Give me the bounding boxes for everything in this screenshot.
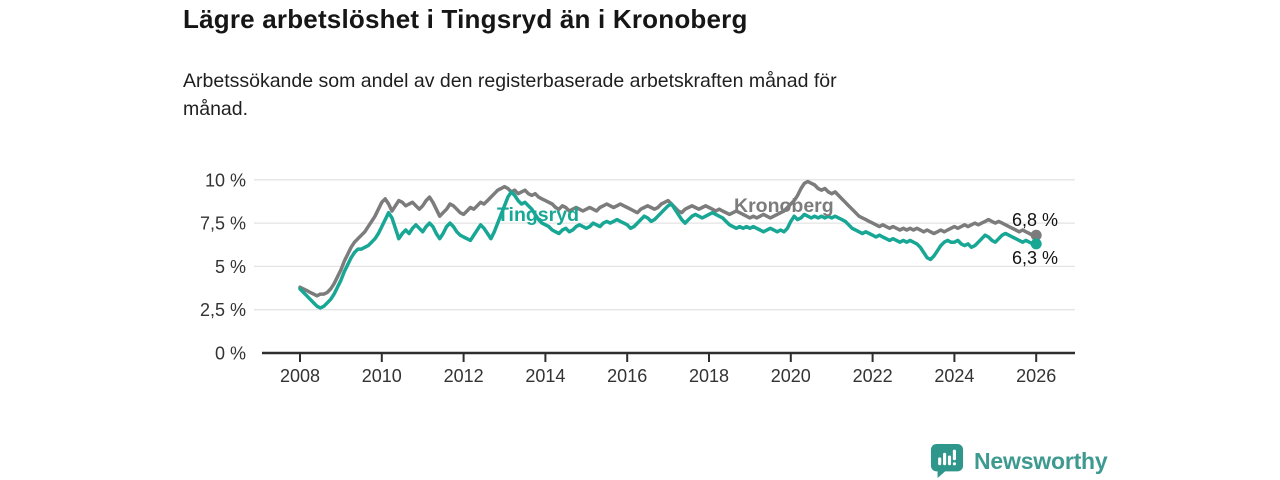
x-tick-label: 2016 <box>607 366 647 386</box>
x-tick-label: 2018 <box>689 366 729 386</box>
tingsryd-line <box>298 190 1038 310</box>
kronoberg-series-label: Kronoberg <box>734 195 834 217</box>
tingsryd-end-value-label: 6,3 % <box>1012 248 1058 268</box>
y-tick-label: 0 % <box>215 344 246 364</box>
chart-subtitle: Arbetssökande som andel av den registerb… <box>183 70 837 120</box>
x-tick-label: 2026 <box>1016 366 1056 386</box>
x-tick-label: 2008 <box>280 366 320 386</box>
gridlines <box>254 179 1075 311</box>
tingsryd-series-label: Tingsryd <box>497 204 579 226</box>
x-axis: 2008 2010 2012 2014 2016 2018 2020 2022 2024 2026 <box>262 351 1075 386</box>
x-tick-label: 2014 <box>525 366 565 386</box>
x-tick-label: 2012 <box>444 366 484 386</box>
x-tick-label: 2022 <box>853 366 893 386</box>
y-tick-label: 5 % <box>215 257 246 277</box>
x-tick-label: 2010 <box>362 366 402 386</box>
chart-title: Lägre arbetslöshet i Tingsryd än i Krono… <box>183 4 748 34</box>
kronoberg-end-value-label: 6,8 % <box>1012 210 1058 230</box>
newsworthy-wordmark: Newsworthy <box>974 447 1108 474</box>
x-tick-label: 2024 <box>934 366 974 386</box>
y-axis-labels: 0 % 2,5 % 5 % 7,5 % 10 % <box>200 170 246 363</box>
y-tick-label: 10 % <box>205 170 246 190</box>
x-tick-label: 2020 <box>771 366 811 386</box>
kronoberg-endpoint-dot <box>1030 229 1042 241</box>
y-tick-label: 2,5 % <box>200 300 246 320</box>
newsworthy-logo[interactable]: Newsworthy <box>930 443 1108 479</box>
kronoberg-line <box>298 179 1038 298</box>
tingsryd-endpoint-dot <box>1030 238 1042 250</box>
y-tick-label: 7,5 % <box>200 214 246 234</box>
newsworthy-icon <box>930 444 964 478</box>
